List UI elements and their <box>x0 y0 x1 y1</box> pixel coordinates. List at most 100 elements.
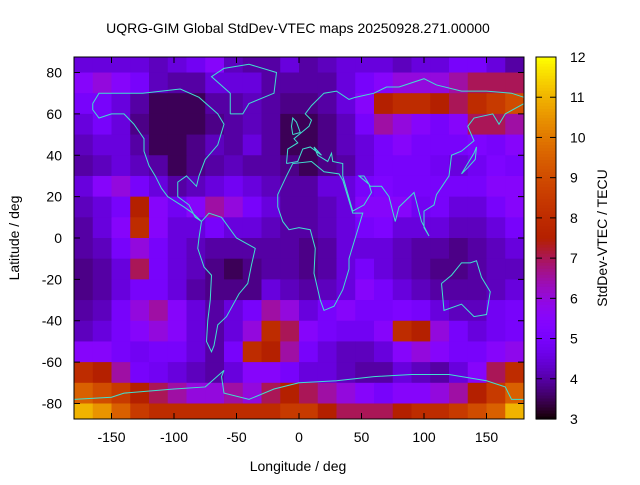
colorbar-segment <box>536 307 556 311</box>
heatmap-cell <box>261 134 281 156</box>
heatmap-cell <box>111 279 131 301</box>
colorbar-segment <box>536 180 556 185</box>
colorbar-segment <box>536 403 556 408</box>
heatmap-cell <box>280 113 300 136</box>
heatmap-cell <box>74 382 94 404</box>
colorbar-segment <box>536 301 556 305</box>
heatmap-cell <box>486 403 506 420</box>
colorbar-segment <box>536 129 556 134</box>
heatmap-cell <box>224 72 244 94</box>
heatmap-cell <box>449 279 469 301</box>
colorbar-segment <box>536 322 556 327</box>
heatmap-cell <box>430 72 450 94</box>
heatmap-cell <box>111 362 131 384</box>
heatmap-cell <box>242 113 262 136</box>
colorbar-segment <box>536 156 556 161</box>
y-axis: 80 60 40 20 0 -20 -40 -60 -80 <box>42 65 524 411</box>
heatmap-cell <box>111 300 131 322</box>
heatmap-cell <box>411 72 431 94</box>
heatmap-cell <box>261 403 281 420</box>
heatmap-cell <box>92 155 112 177</box>
colorbar-segment <box>536 361 556 366</box>
heatmap-cell <box>374 238 394 260</box>
heatmap-cell <box>430 362 450 384</box>
heatmap-cell <box>486 196 506 218</box>
heatmap-cell <box>111 57 131 74</box>
heatmap-cell <box>92 134 112 156</box>
heatmap-cell <box>299 341 319 363</box>
heatmap-cell <box>205 320 225 342</box>
heatmap-cell <box>224 196 244 218</box>
heatmap-cell <box>242 403 262 420</box>
heatmap-cell <box>467 300 487 322</box>
colorbar-segment <box>536 204 556 209</box>
colorbar-segment <box>536 93 556 97</box>
heatmap-cell <box>111 134 131 156</box>
colorbar-segment <box>536 244 556 248</box>
coastline <box>210 63 278 115</box>
heatmap-cell <box>261 113 281 136</box>
heatmap-cell <box>317 382 337 404</box>
colorbar-segment <box>536 114 556 118</box>
heatmap-cell <box>336 403 356 420</box>
colorbar-segment <box>536 222 556 227</box>
heatmap-cell <box>224 258 244 280</box>
colorbar-segment <box>536 192 556 197</box>
heatmap-cell <box>336 113 356 136</box>
heatmap-cell <box>467 175 487 198</box>
heatmap-cell <box>467 320 487 342</box>
heatmap-cell <box>149 196 169 218</box>
colorbar-segment <box>536 346 556 351</box>
heatmap-cell <box>430 196 450 218</box>
heatmap-cell <box>224 382 244 404</box>
colorbar-segment <box>536 316 556 321</box>
colorbar-segment <box>536 228 556 233</box>
colorbar-segment <box>536 265 556 269</box>
heatmap-cell <box>392 362 412 384</box>
y-tick-label: -20 <box>42 271 62 287</box>
x-tick-label: -150 <box>97 429 125 445</box>
heatmap-cell <box>74 341 94 363</box>
heatmap-cells <box>74 57 525 420</box>
coastline <box>92 88 225 222</box>
heatmap-cell <box>130 382 150 404</box>
colorbar-segment <box>536 358 556 363</box>
colorbar-segment <box>536 256 556 260</box>
colorbar-segment <box>536 60 556 64</box>
colorbar-segment <box>536 394 556 399</box>
heatmap-cell <box>280 57 300 74</box>
heatmap-cell <box>224 57 244 74</box>
heatmap-cell <box>280 175 300 198</box>
heatmap-cell <box>74 196 94 218</box>
heatmap-cell <box>505 382 525 404</box>
colorbar-segment <box>536 388 556 393</box>
heatmap-cell <box>261 196 281 218</box>
heatmap-cell <box>111 113 131 136</box>
heatmap-cell <box>92 217 112 239</box>
heatmap-cell <box>430 403 450 420</box>
heatmap-cell <box>280 196 300 218</box>
heatmap-cell <box>486 258 506 280</box>
heatmap-cell <box>411 134 431 156</box>
chart-title: UQRG-GIM Global StdDev-VTEC maps 2025092… <box>106 20 490 36</box>
x-tick-label: 0 <box>295 429 303 445</box>
x-tick-label: -100 <box>160 429 188 445</box>
heatmap-cell <box>167 57 187 74</box>
colorbar-segment <box>536 373 556 378</box>
coastline <box>290 116 301 136</box>
heatmap-cell <box>224 217 244 239</box>
heatmap-cell <box>355 175 375 198</box>
heatmap-cell <box>486 341 506 363</box>
colorbar-segment <box>536 352 556 357</box>
heatmap-cell <box>130 403 150 420</box>
heatmap-cell <box>299 113 319 136</box>
heatmap-cell <box>392 320 412 342</box>
colorbar-segment <box>536 132 556 137</box>
heatmap-cell <box>242 217 262 239</box>
heatmap-cell <box>374 57 394 74</box>
heatmap-cell <box>430 93 450 115</box>
heatmap-cell <box>74 279 94 301</box>
colorbar-segment <box>536 126 556 130</box>
heatmap-cell <box>149 217 169 239</box>
